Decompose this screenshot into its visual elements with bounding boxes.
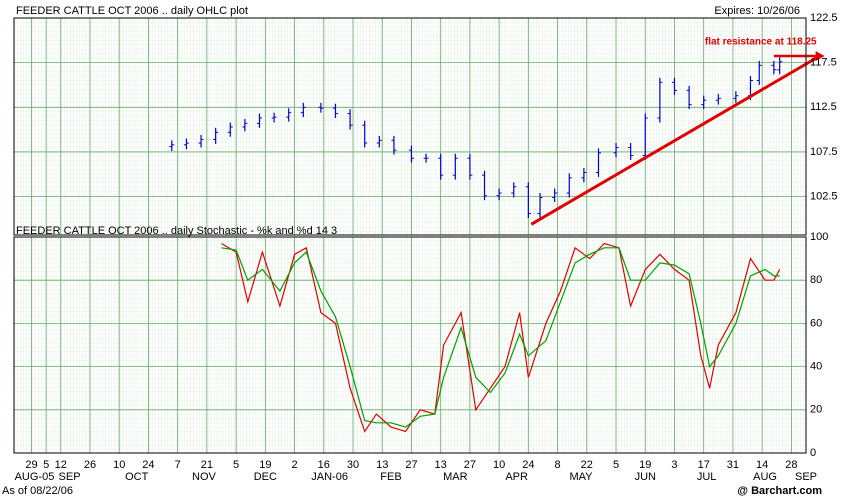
x-tick-label: 27 [464, 459, 476, 471]
x-tick-label: 27 [405, 459, 417, 471]
month-label: SEP [795, 471, 817, 483]
x-tick-label: 13 [435, 459, 447, 471]
price-frame [13, 17, 807, 236]
trendline [530, 54, 822, 226]
x-tick-label: 3 [671, 459, 677, 471]
credit: @ Barchart.com [737, 485, 822, 497]
chart-title: FEEDER CATTLE OCT 2006 .. daily OHLC plo… [16, 5, 248, 17]
stoch-line [221, 247, 780, 428]
month-label: OCT [125, 471, 149, 483]
month-label: MAY [569, 471, 593, 483]
y-tick-label: 100 [810, 231, 828, 243]
x-tick-label: 10 [493, 459, 505, 471]
x-tick-label: 13 [376, 459, 388, 471]
minor-grid [14, 237, 806, 453]
expires: Expires: 10/26/06 [714, 5, 800, 17]
month-label: APR [505, 471, 528, 483]
month-label: JUL [697, 471, 717, 483]
x-tick-label: 8 [555, 459, 561, 471]
y-tick-label: 102.5 [810, 191, 838, 203]
y-tick-label: 80 [810, 274, 822, 286]
x-tick-label: 24 [142, 459, 154, 471]
month-label: FEB [380, 471, 401, 483]
x-tick-label: 5 [43, 459, 49, 471]
x-tick-label: 14 [756, 459, 768, 471]
x-tick-label: 17 [698, 459, 710, 471]
y-tick-label: 107.5 [810, 146, 838, 158]
minor-grid [14, 18, 806, 235]
x-tick-label: 5 [233, 459, 239, 471]
x-tick-label: 22 [581, 459, 593, 471]
y-tick-label: 60 [810, 317, 822, 329]
y-tick-label: 122.5 [810, 12, 838, 24]
month-label: AUG [753, 471, 777, 483]
annotation: flat resistance at 118.25 [705, 37, 817, 48]
x-tick-label: 31 [727, 459, 739, 471]
x-tick-label: 29 [25, 459, 37, 471]
x-tick-label: 16 [318, 459, 330, 471]
x-tick-label: 24 [522, 459, 534, 471]
y-tick-label: 117.5 [810, 57, 837, 69]
x-tick-label: 2 [291, 459, 297, 471]
stoch-frame [13, 236, 807, 454]
stoch-line [221, 242, 781, 433]
marks [169, 50, 825, 433]
x-tick-label: 5 [613, 459, 619, 471]
month-label: SEP [59, 471, 81, 483]
stoch-title: FEEDER CATTLE OCT 2006 .. daily Stochast… [16, 225, 337, 237]
month-label: NOV [192, 471, 217, 483]
x-tick-label: 7 [175, 459, 181, 471]
x-tick-label: 19 [259, 459, 271, 471]
x-tick-label: 28 [785, 459, 797, 471]
x-tick-label: 26 [84, 459, 96, 471]
footnote: As of 08/22/06 [2, 485, 73, 497]
y-tick-label: 112.5 [810, 101, 837, 113]
month-label: JUN [635, 471, 656, 483]
arrow-head [815, 50, 825, 61]
x-tick-label: 10 [113, 459, 125, 471]
x-tick-label: 21 [201, 459, 213, 471]
y-tick-label: 0 [810, 447, 816, 459]
month-label: DEC [254, 471, 277, 483]
x-tick-label: 30 [347, 459, 359, 471]
month-label: AUG-05 [15, 471, 55, 483]
y-tick-label: 20 [810, 404, 822, 416]
x-tick-label: 19 [639, 459, 651, 471]
month-label: JAN-06 [311, 471, 348, 483]
y-tick-label: 40 [810, 361, 822, 373]
x-tick-label: 12 [55, 459, 67, 471]
month-label: MAR [443, 471, 468, 483]
